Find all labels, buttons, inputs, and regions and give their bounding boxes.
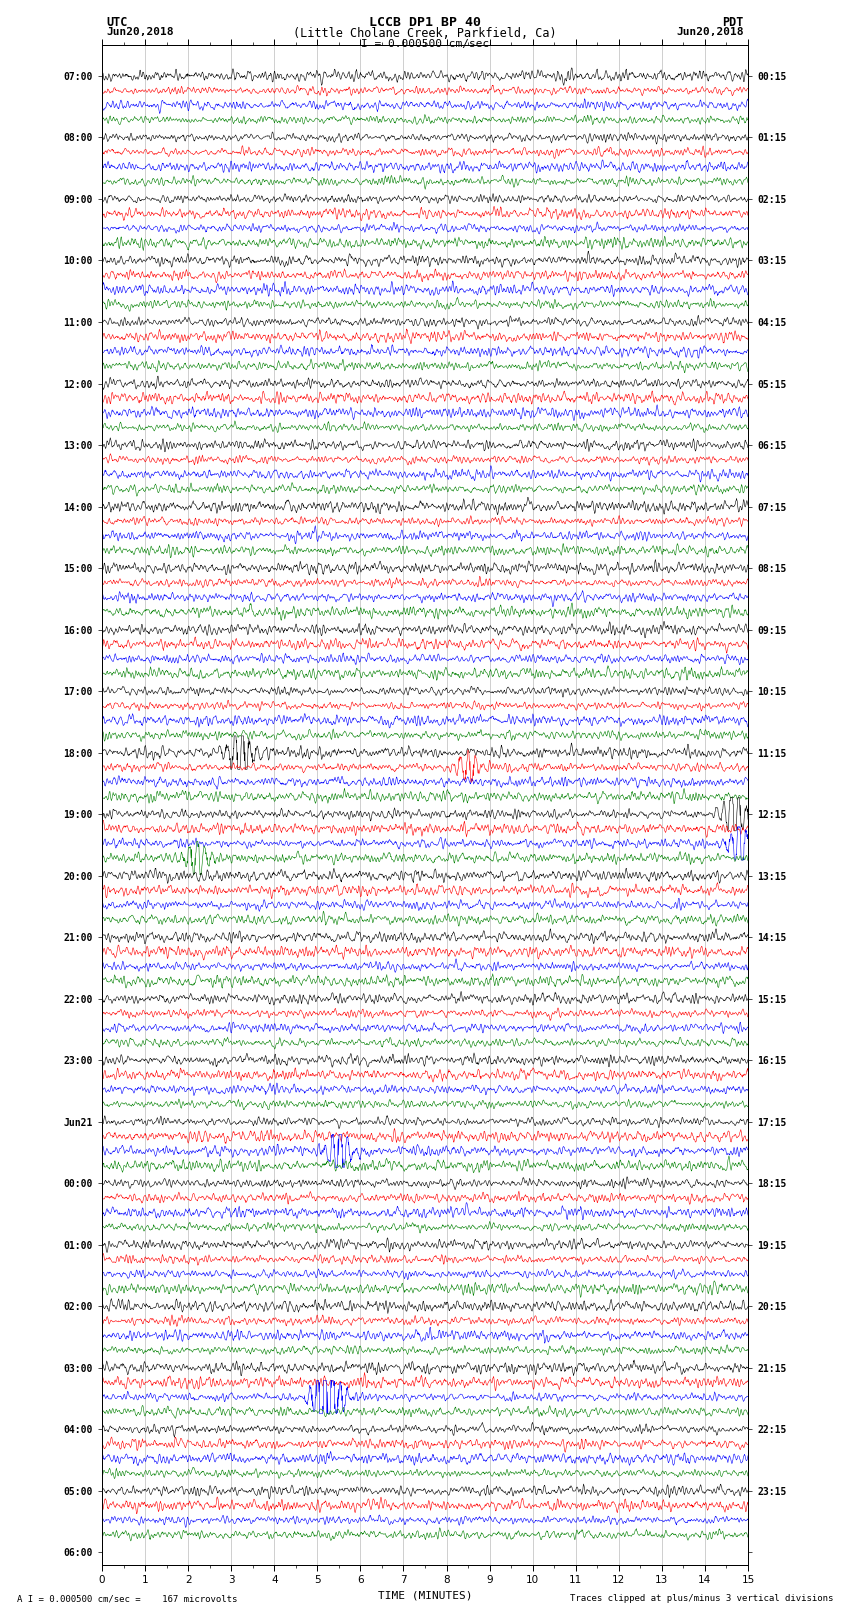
Text: Jun20,2018: Jun20,2018 <box>106 27 173 37</box>
Text: UTC: UTC <box>106 16 128 29</box>
X-axis label: TIME (MINUTES): TIME (MINUTES) <box>377 1590 473 1600</box>
Text: (Little Cholane Creek, Parkfield, Ca): (Little Cholane Creek, Parkfield, Ca) <box>293 27 557 40</box>
Text: PDT: PDT <box>722 16 744 29</box>
Text: LCCB DP1 BP 40: LCCB DP1 BP 40 <box>369 16 481 29</box>
Text: A I = 0.000500 cm/sec =    167 microvolts: A I = 0.000500 cm/sec = 167 microvolts <box>17 1594 237 1603</box>
Text: I = 0.000500 cm/sec: I = 0.000500 cm/sec <box>361 39 489 48</box>
Text: Traces clipped at plus/minus 3 vertical divisions: Traces clipped at plus/minus 3 vertical … <box>570 1594 833 1603</box>
Text: Jun20,2018: Jun20,2018 <box>677 27 744 37</box>
